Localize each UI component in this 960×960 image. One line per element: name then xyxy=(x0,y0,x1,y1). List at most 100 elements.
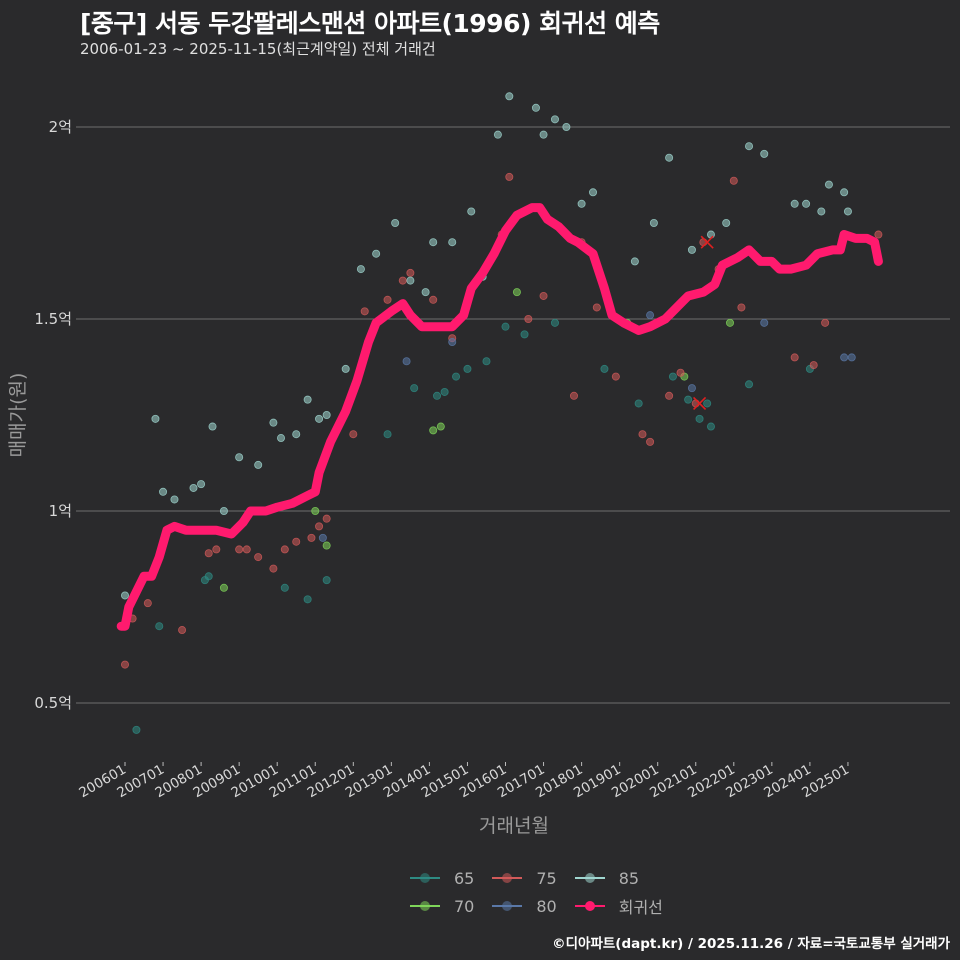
legend-swatch-icon xyxy=(410,866,440,890)
regression-path xyxy=(116,203,883,631)
data-point-65 xyxy=(410,384,419,393)
data-point-85 xyxy=(539,130,548,139)
data-point-85 xyxy=(208,422,217,431)
data-point-75 xyxy=(611,372,620,381)
data-point-75 xyxy=(592,303,601,312)
data-point-75 xyxy=(383,295,392,304)
data-point-85 xyxy=(197,480,206,489)
y-tick-label: 2억 xyxy=(49,118,72,136)
data-point-70 xyxy=(512,288,521,297)
legend-swatch-icon xyxy=(574,866,605,890)
data-point-85 xyxy=(665,153,674,162)
legend-swatch-icon xyxy=(410,894,440,918)
y-tick-label: 0.5억 xyxy=(34,694,72,712)
data-point-75 xyxy=(505,172,514,181)
data-point-85 xyxy=(292,430,301,439)
chart-title: [중구] 서동 두강팔레스맨션 아파트(1996) 회귀선 예측 xyxy=(80,9,660,38)
data-point-75 xyxy=(307,533,316,542)
data-point-80 xyxy=(402,357,411,366)
data-point-85 xyxy=(840,188,849,197)
legend-item-70: 70 xyxy=(410,894,474,918)
y-axis-title: 매매가(원) xyxy=(7,373,29,458)
data-point-80 xyxy=(318,533,327,542)
data-point-85 xyxy=(189,483,198,492)
data-point-65 xyxy=(452,372,461,381)
legend-item-85: 85 xyxy=(574,866,663,890)
data-point-80 xyxy=(847,353,856,362)
legend-label: 75 xyxy=(536,868,557,888)
data-point-85 xyxy=(790,199,799,208)
x-markers xyxy=(692,235,714,411)
data-point-85 xyxy=(722,218,731,227)
data-point-75 xyxy=(638,430,647,439)
data-point-65 xyxy=(383,430,392,439)
data-point-75 xyxy=(143,599,152,608)
data-point-85 xyxy=(531,103,540,112)
data-point-85 xyxy=(745,142,754,151)
data-point-70 xyxy=(311,506,320,515)
data-point-85 xyxy=(687,245,696,254)
data-point-75 xyxy=(235,545,244,554)
data-point-85 xyxy=(562,123,571,132)
data-point-75 xyxy=(292,537,301,546)
data-point-85 xyxy=(824,180,833,189)
data-point-65 xyxy=(155,622,164,631)
data-point-65 xyxy=(600,364,609,373)
data-point-75 xyxy=(429,295,438,304)
legend-item-80: 80 xyxy=(492,894,557,918)
y-tick-label: 1.5억 xyxy=(34,310,72,328)
data-point-85 xyxy=(254,460,263,469)
legend-swatch-icon xyxy=(492,866,523,890)
data-point-65 xyxy=(280,583,289,592)
data-point-85 xyxy=(421,288,430,297)
data-point-85 xyxy=(760,149,769,158)
y-axis-ticks: 0.5억 1억 1.5억 2억 xyxy=(34,118,72,712)
chart-subtitle: 2006-01-23 ~ 2025-11-15(최근계약일) 전체 거래건 xyxy=(80,40,436,58)
legend-label: 80 xyxy=(536,896,557,916)
data-point-85 xyxy=(391,218,400,227)
legend-label: 회귀선 xyxy=(618,898,663,917)
data-point-85 xyxy=(303,395,312,404)
x-marker-icon xyxy=(700,235,714,249)
data-point-85 xyxy=(550,115,559,124)
data-point-65 xyxy=(695,414,704,423)
data-point-80 xyxy=(646,311,655,320)
data-point-75 xyxy=(676,368,685,377)
data-point-85 xyxy=(448,238,457,247)
data-point-75 xyxy=(204,549,213,558)
legend-swatch-icon xyxy=(492,894,523,918)
x-marker-icon xyxy=(692,396,707,411)
data-point-85 xyxy=(372,249,381,258)
data-point-70 xyxy=(219,583,228,592)
data-point-80 xyxy=(687,384,696,393)
data-point-75 xyxy=(790,353,799,362)
data-point-75 xyxy=(269,564,278,573)
data-point-65 xyxy=(520,330,529,339)
data-point-75 xyxy=(691,399,700,408)
data-point-85 xyxy=(159,487,168,496)
data-point-75 xyxy=(539,291,548,300)
legend-label: 70 xyxy=(454,896,475,916)
data-point-75 xyxy=(322,514,331,523)
legend-item-65: 65 xyxy=(410,866,474,890)
data-point-75 xyxy=(821,318,830,327)
data-point-75 xyxy=(524,314,533,323)
data-point-85 xyxy=(219,506,228,515)
data-point-65 xyxy=(706,422,715,431)
data-point-65 xyxy=(132,725,141,734)
data-point-80 xyxy=(760,318,769,327)
data-point-75 xyxy=(874,230,883,239)
data-point-85 xyxy=(706,230,715,239)
data-point-75 xyxy=(729,176,738,185)
data-point-85 xyxy=(322,410,331,419)
data-point-85 xyxy=(151,414,160,423)
data-point-75 xyxy=(178,626,187,635)
data-point-65 xyxy=(440,387,449,396)
data-point-65 xyxy=(501,322,510,331)
legend: 65 75 85 70 80 회귀선 xyxy=(410,866,663,918)
data-point-85 xyxy=(170,495,179,504)
x-axis-title: 거래년월 xyxy=(479,815,549,837)
data-point-75 xyxy=(242,545,251,554)
data-point-65 xyxy=(433,391,442,400)
